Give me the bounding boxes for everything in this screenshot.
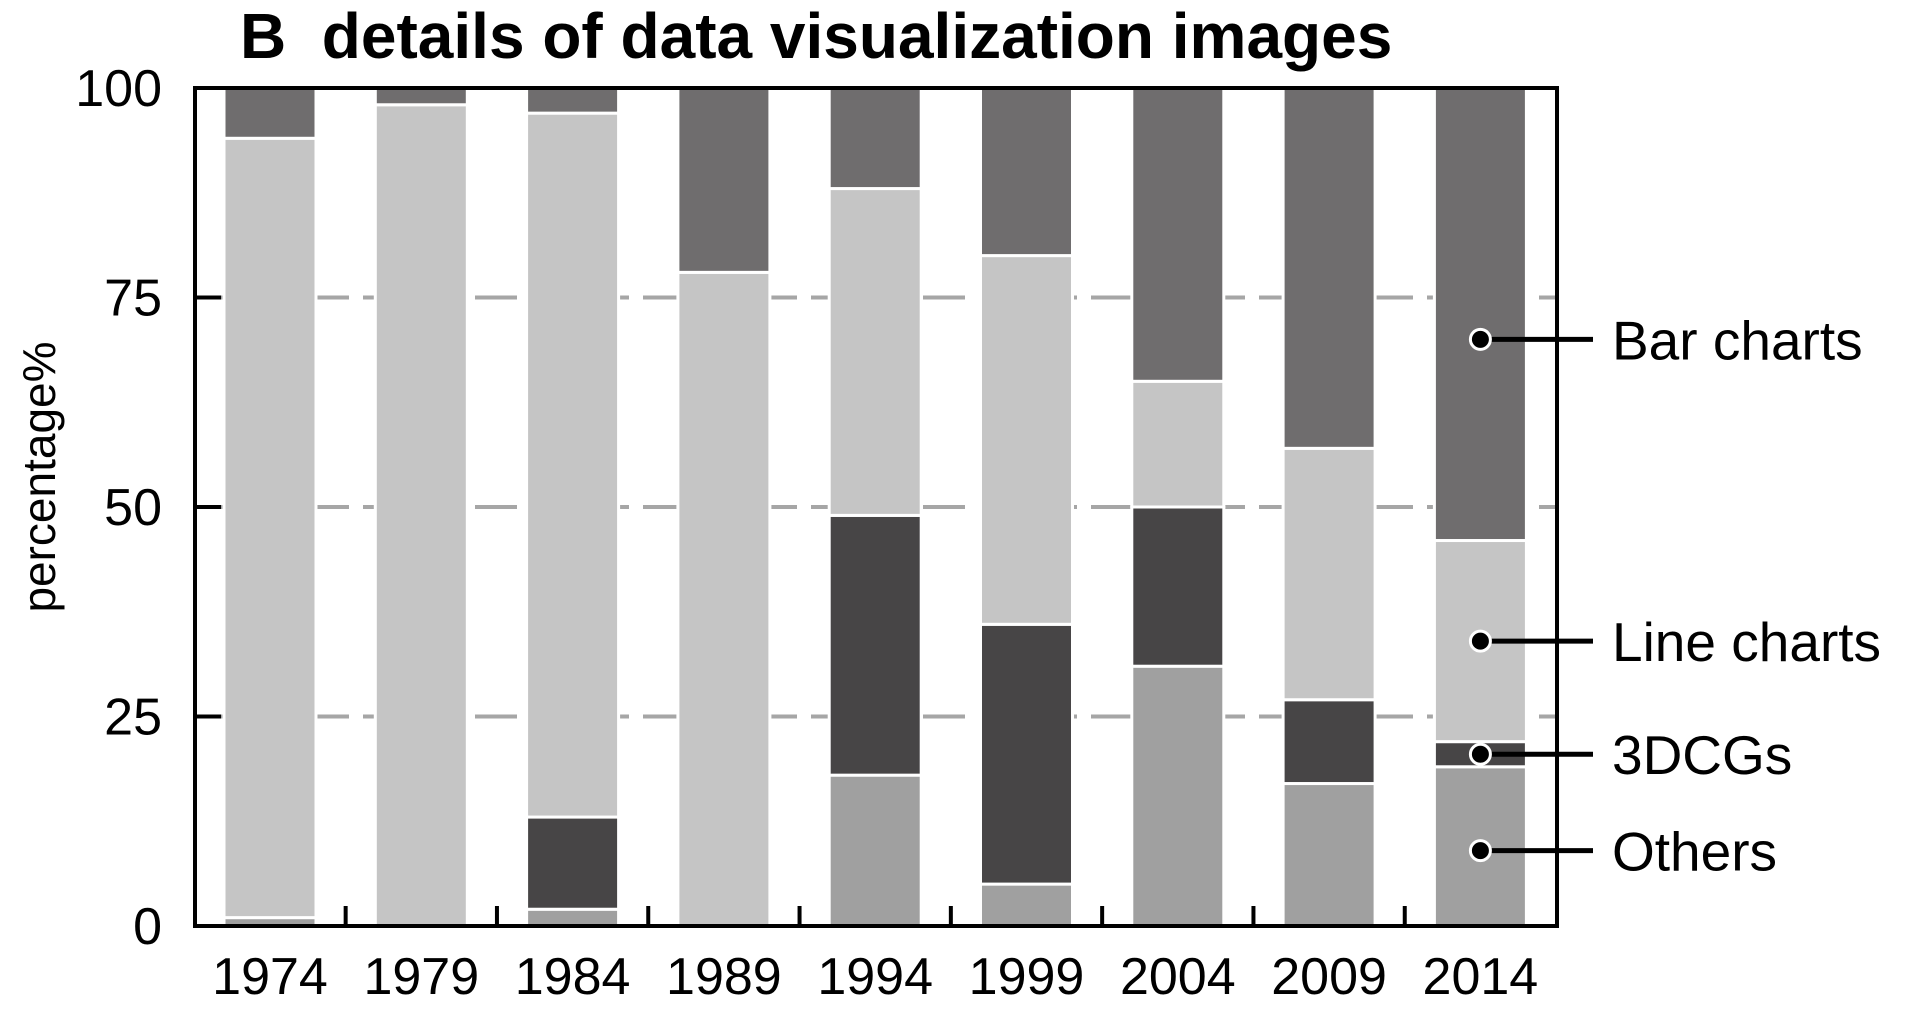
bar-segment-bar-charts-1979 (373, 86, 469, 107)
legend: Bar charts Line charts 3DCGs Others (1468, 309, 1881, 883)
bar-segment-line-charts-1989 (676, 270, 772, 928)
legend-marker-3dcgs (1468, 742, 1492, 766)
bar-segment-bar-charts-1974 (222, 86, 318, 140)
bar-segment-bar-charts-1989 (676, 86, 772, 274)
x-tick-label-1989: 1989 (666, 948, 782, 1006)
bar-segment-line-charts-2009 (1281, 446, 1377, 702)
bar-segment-line-charts-2004 (1130, 379, 1226, 509)
bar-segment-line-charts-1974 (222, 136, 318, 920)
bar-segment-bar-charts-1984 (525, 86, 621, 115)
bars (222, 86, 1528, 928)
bar-segment-3dcgs-1984 (525, 815, 621, 911)
y-tick-label-25: 25 (104, 689, 162, 747)
y-tick-label-75: 75 (104, 270, 162, 328)
x-tick-label-1984: 1984 (515, 948, 631, 1006)
x-tick-label-1999: 1999 (969, 948, 1085, 1006)
bar-segment-bar-charts-2004 (1130, 86, 1226, 383)
legend-label-line-charts: Line charts (1612, 611, 1881, 673)
legend-label-others: Others (1612, 821, 1777, 883)
bar-segment-bar-charts-2014 (1432, 86, 1528, 543)
bar-segment-3dcgs-2004 (1130, 505, 1226, 668)
x-tick-label-1979: 1979 (363, 948, 479, 1006)
legend-marker-others (1468, 839, 1492, 863)
bar-segment-bar-charts-1994 (827, 86, 923, 191)
x-tick-label-1974: 1974 (212, 948, 328, 1006)
x-tick-label-1994: 1994 (817, 948, 933, 1006)
y-tick-label-0: 0 (133, 898, 162, 956)
bar-segment-others-2004 (1130, 664, 1226, 928)
y-tick-label-50: 50 (104, 479, 162, 537)
chart-title: B details of data visualization images (240, 0, 1392, 72)
bar-segment-others-1994 (827, 773, 923, 928)
bar-segment-3dcgs-1994 (827, 513, 923, 777)
legend-marker-bar-charts (1468, 327, 1492, 351)
legend-marker-line-charts (1468, 629, 1492, 653)
y-axis-label: percentage% (13, 341, 65, 612)
bar-segment-bar-charts-1999 (979, 86, 1074, 258)
bar-segment-bar-charts-2009 (1281, 86, 1377, 450)
bar-segment-others-2009 (1281, 782, 1377, 928)
bar-segment-line-charts-1994 (827, 187, 923, 517)
x-tick-label-2009: 2009 (1271, 948, 1387, 1006)
bar-segment-line-charts-1984 (525, 111, 621, 819)
axes: 0 25 50 75 100 1974 1979 1984 1989 1994 1999 2004 20… (75, 60, 1559, 1006)
bar-segment-3dcgs-1999 (979, 622, 1074, 886)
legend-label-3dcgs: 3DCGs (1612, 724, 1792, 786)
bar-segment-line-charts-1999 (979, 254, 1074, 626)
y-tick-label-100: 100 (75, 60, 162, 118)
bar-segment-others-1999 (979, 882, 1074, 928)
bar-segment-others-1984 (525, 907, 621, 928)
x-tick-label-2004: 2004 (1120, 948, 1236, 1006)
bar-segment-3dcgs-2009 (1281, 698, 1377, 786)
bar-segment-line-charts-1979 (373, 103, 469, 928)
x-tick-label-2014: 2014 (1423, 948, 1539, 1006)
legend-label-bar-charts: Bar charts (1612, 309, 1863, 371)
